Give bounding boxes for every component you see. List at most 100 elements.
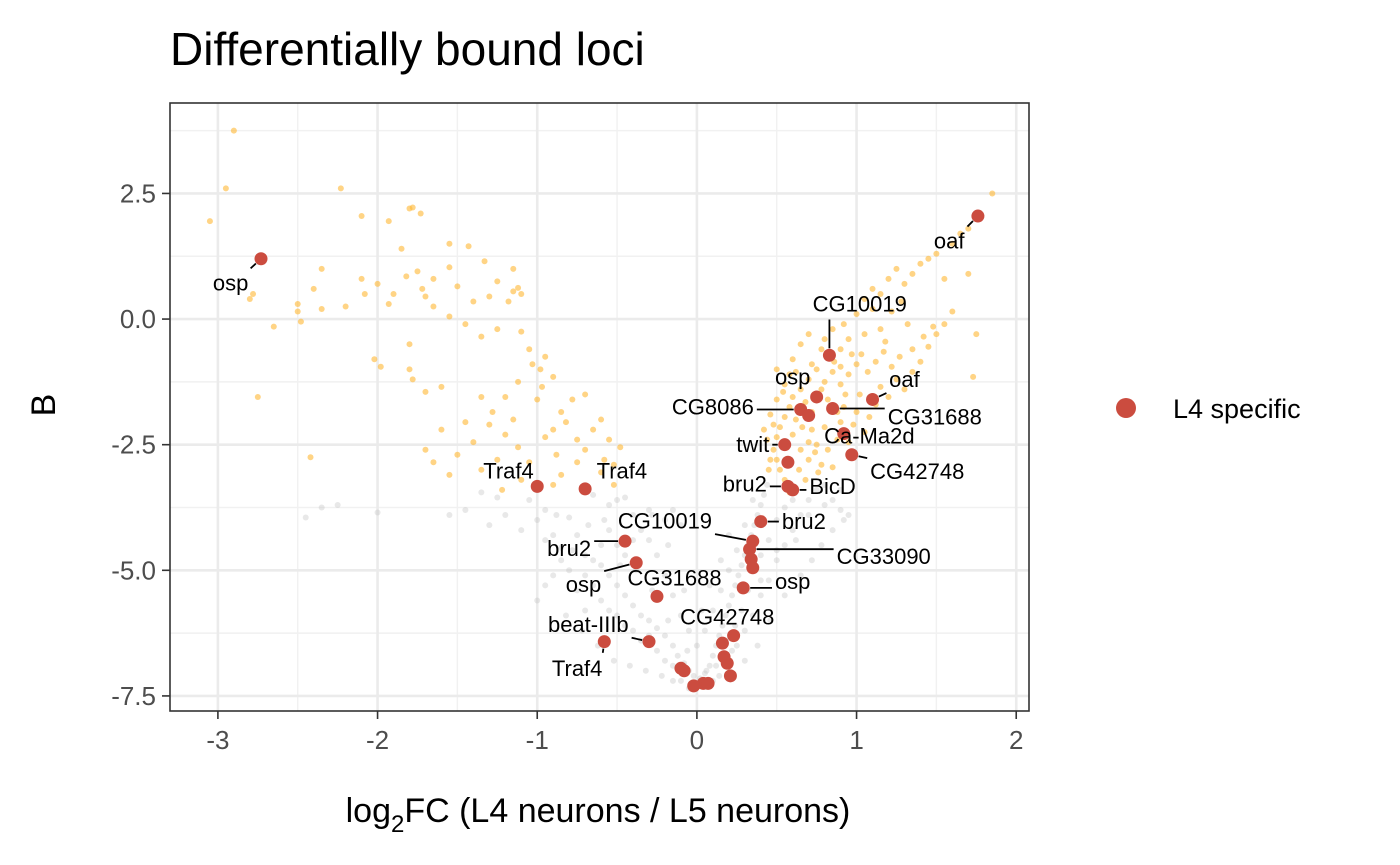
significant-point bbox=[845, 371, 852, 378]
significant-point bbox=[765, 466, 772, 473]
background-point bbox=[725, 602, 732, 609]
significant-point bbox=[869, 306, 876, 313]
background-point bbox=[805, 512, 812, 519]
significant-point bbox=[805, 376, 812, 383]
background-point bbox=[478, 489, 485, 496]
l4-specific-point bbox=[810, 390, 824, 404]
background-point bbox=[840, 517, 847, 524]
significant-point bbox=[518, 328, 525, 335]
l4-specific-point bbox=[254, 252, 268, 266]
x-tick-label: 2 bbox=[1009, 725, 1023, 755]
significant-point bbox=[893, 265, 900, 272]
significant-point bbox=[815, 469, 822, 476]
background-point bbox=[792, 537, 799, 544]
background-point bbox=[829, 496, 836, 503]
significant-point bbox=[574, 459, 581, 466]
significant-point bbox=[877, 290, 884, 297]
significant-point bbox=[813, 441, 820, 448]
background-point bbox=[821, 501, 828, 508]
significant-point bbox=[550, 481, 557, 488]
significant-point bbox=[590, 426, 597, 433]
significant-point bbox=[438, 426, 445, 433]
background-point bbox=[622, 592, 629, 599]
point-label: osp bbox=[213, 270, 248, 295]
significant-point bbox=[970, 373, 977, 380]
significant-point bbox=[486, 293, 493, 300]
background-point bbox=[553, 512, 560, 519]
significant-point bbox=[206, 218, 213, 225]
significant-point bbox=[786, 404, 793, 410]
background-point bbox=[709, 607, 716, 614]
significant-point bbox=[598, 469, 605, 476]
background-point bbox=[598, 542, 605, 549]
significant-point bbox=[789, 356, 796, 363]
background-point bbox=[789, 527, 796, 534]
background-point bbox=[638, 527, 645, 534]
significant-point bbox=[805, 439, 812, 446]
significant-point bbox=[358, 213, 365, 220]
significant-point bbox=[515, 284, 522, 291]
significant-point bbox=[454, 283, 461, 290]
leader-line bbox=[603, 563, 630, 572]
y-tick-label: -7.5 bbox=[111, 681, 156, 711]
background-point bbox=[661, 517, 668, 524]
background-point bbox=[674, 652, 681, 659]
background-point bbox=[590, 557, 597, 564]
significant-point bbox=[949, 308, 956, 315]
significant-point bbox=[864, 368, 871, 375]
l4-specific-point bbox=[866, 392, 880, 406]
significant-point bbox=[478, 466, 485, 473]
significant-point bbox=[534, 396, 541, 403]
significant-point bbox=[510, 265, 517, 272]
background-point bbox=[681, 587, 688, 594]
background-point bbox=[717, 557, 724, 564]
background-point bbox=[767, 617, 774, 624]
significant-point bbox=[821, 336, 828, 343]
background-point bbox=[601, 517, 608, 524]
x-tick-label: 1 bbox=[849, 725, 863, 755]
significant-point bbox=[481, 258, 488, 265]
l4-specific-point bbox=[629, 556, 643, 570]
significant-point bbox=[805, 456, 812, 463]
background-point bbox=[534, 597, 541, 604]
significant-point bbox=[358, 275, 365, 282]
significant-point bbox=[542, 434, 549, 441]
background-point bbox=[717, 587, 724, 594]
significant-point bbox=[989, 190, 996, 197]
significant-point bbox=[465, 243, 472, 250]
x-tick-label: -2 bbox=[366, 725, 389, 755]
significant-point bbox=[773, 366, 780, 373]
significant-point bbox=[515, 444, 522, 451]
leader-line bbox=[966, 220, 974, 228]
significant-point bbox=[802, 476, 809, 483]
background-point bbox=[729, 647, 736, 654]
significant-point bbox=[254, 393, 261, 400]
background-point bbox=[781, 504, 788, 511]
significant-point bbox=[797, 446, 804, 453]
point-label: BicD bbox=[809, 474, 855, 499]
significant-point bbox=[853, 311, 860, 318]
x-axis-title-log: log bbox=[346, 792, 391, 830]
background-point bbox=[797, 572, 804, 579]
significant-point bbox=[550, 373, 557, 380]
significant-point bbox=[861, 295, 868, 302]
significant-point bbox=[917, 260, 924, 267]
point-label: CG8086 bbox=[672, 395, 754, 420]
significant-point bbox=[829, 368, 836, 375]
significant-point bbox=[896, 353, 903, 360]
significant-point bbox=[446, 471, 453, 478]
l4-specific-point bbox=[822, 348, 836, 362]
l4-specific-point bbox=[720, 656, 734, 670]
significant-point bbox=[837, 381, 844, 388]
background-point bbox=[661, 657, 668, 664]
background-point bbox=[606, 607, 613, 614]
background-point bbox=[558, 557, 565, 564]
point-label: oaf bbox=[889, 367, 920, 392]
background-point bbox=[622, 552, 629, 559]
significant-point bbox=[853, 409, 860, 416]
significant-point bbox=[430, 459, 437, 466]
significant-point bbox=[813, 366, 820, 373]
significant-point bbox=[505, 298, 512, 305]
significant-point bbox=[398, 245, 405, 252]
